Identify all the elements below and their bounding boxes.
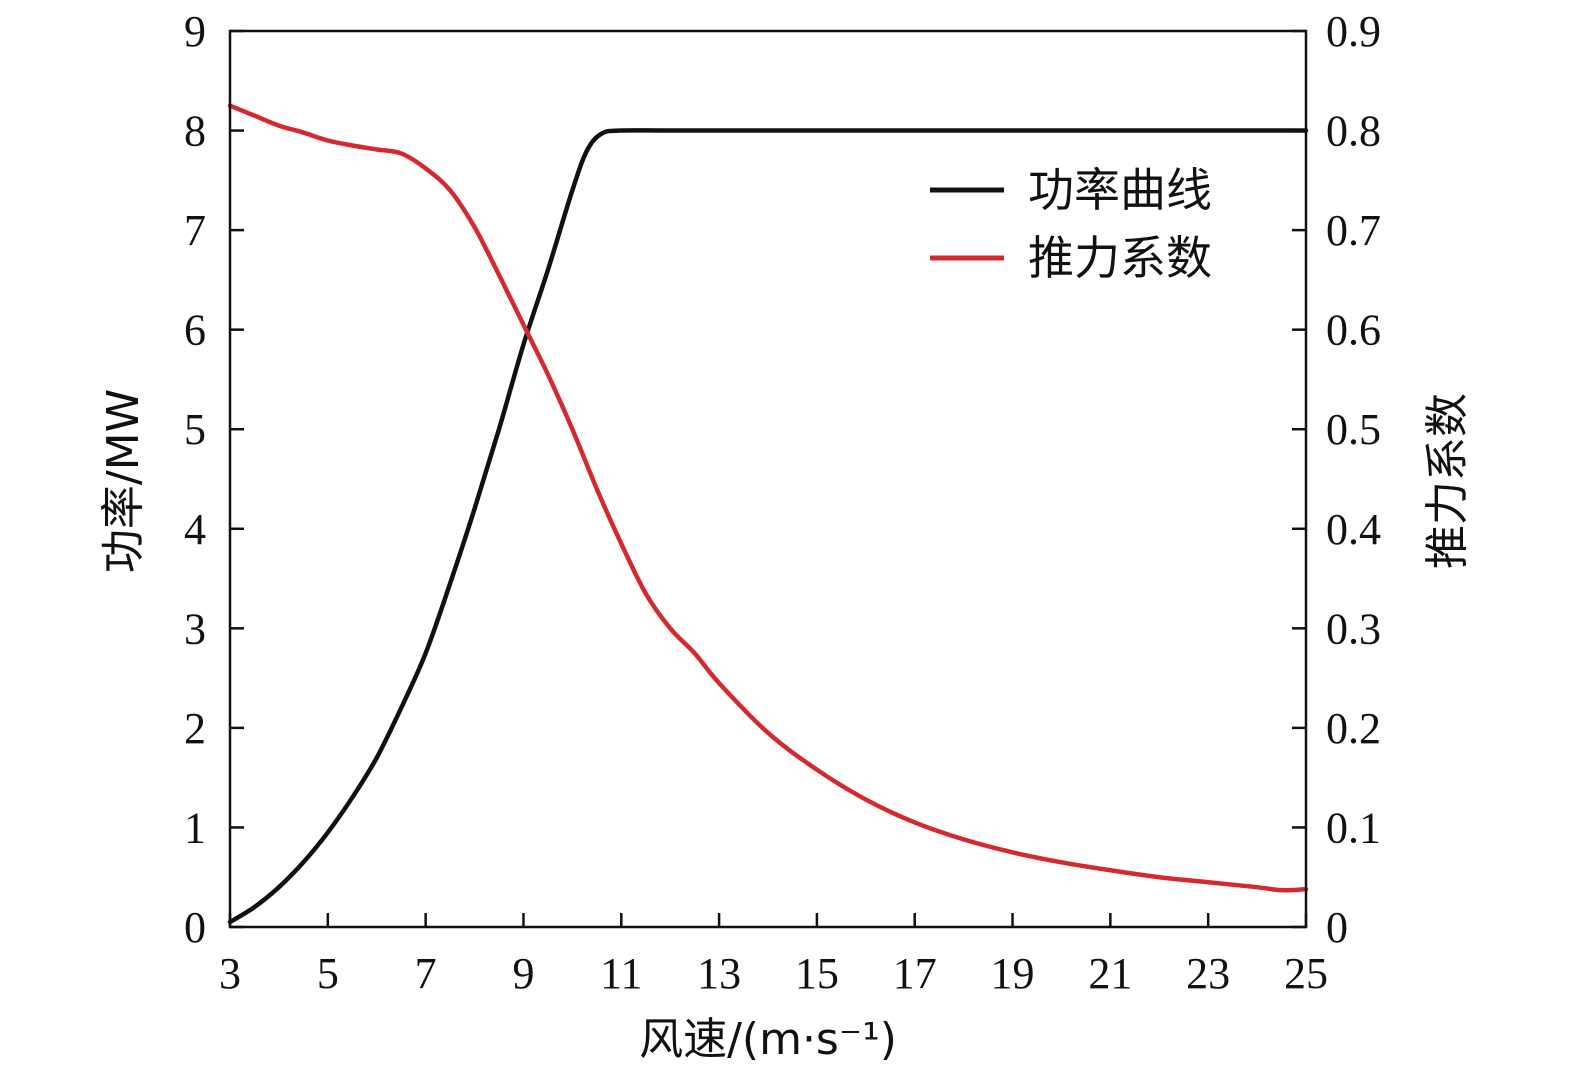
x-tick-label: 13 xyxy=(697,949,741,998)
x-tick-label: 11 xyxy=(600,949,642,998)
y-left-tick-label: 1 xyxy=(184,803,206,852)
y-right-tick-label: 0 xyxy=(1326,903,1348,952)
y-right-tick-label: 0.3 xyxy=(1326,604,1381,653)
y-right-tick-label: 0.2 xyxy=(1326,704,1381,753)
y-left-tick-label: 8 xyxy=(184,107,206,156)
x-tick-label: 19 xyxy=(991,949,1035,998)
y-right-tick-label: 0.6 xyxy=(1326,306,1381,355)
y-left-tick-label: 6 xyxy=(184,306,206,355)
x-tick-label: 15 xyxy=(795,949,839,998)
thrust-coefficient-line xyxy=(227,103,1309,893)
x-axis-title: 风速/(m·s⁻¹) xyxy=(639,1014,897,1065)
y-right-tick-label: 0.5 xyxy=(1326,405,1381,454)
y-axis-title-right: 推力系数 xyxy=(1422,393,1473,569)
y-left-tick-label: 5 xyxy=(184,405,206,454)
y-left-tick-label: 9 xyxy=(184,7,206,56)
x-tick-label: 5 xyxy=(317,949,339,998)
x-tick-label: 23 xyxy=(1186,949,1230,998)
x-tick-label: 21 xyxy=(1088,949,1132,998)
x-tick-label: 17 xyxy=(893,949,937,998)
y-axis-title-left: 功率/MW xyxy=(98,389,149,573)
labels-layer: 3 5 7 9 11 13 15 17 19 21 23 25012345678900.10.20.3… xyxy=(184,7,1381,998)
y-right-tick-label: 0.4 xyxy=(1326,505,1381,554)
y-right-tick-label: 0.1 xyxy=(1326,803,1381,852)
series-layer xyxy=(227,103,1309,925)
ticks-layer xyxy=(228,29,1308,929)
y-left-tick-label: 2 xyxy=(184,704,206,753)
plot-frame xyxy=(228,29,1308,929)
x-tick-label: 7 xyxy=(415,949,437,998)
x-tick-label: 25 xyxy=(1284,949,1328,998)
x-tick-label: 9 xyxy=(512,949,534,998)
power-curve-line xyxy=(227,128,1309,925)
y-right-tick-label: 0.7 xyxy=(1326,206,1381,255)
y-right-tick-label: 0.8 xyxy=(1326,107,1381,156)
legend: 功率曲线 推力系数 xyxy=(930,163,1212,285)
y-left-tick-label: 3 xyxy=(184,604,206,653)
y-left-tick-label: 4 xyxy=(184,505,206,554)
legend-label-power: 功率曲线 xyxy=(1028,163,1212,217)
y-left-tick-label: 0 xyxy=(184,903,206,952)
y-left-tick-label: 7 xyxy=(184,206,206,255)
x-tick-label: 3 xyxy=(219,949,241,998)
y-right-tick-label: 0.9 xyxy=(1326,7,1381,56)
legend-label-thrust: 推力系数 xyxy=(1028,231,1212,285)
